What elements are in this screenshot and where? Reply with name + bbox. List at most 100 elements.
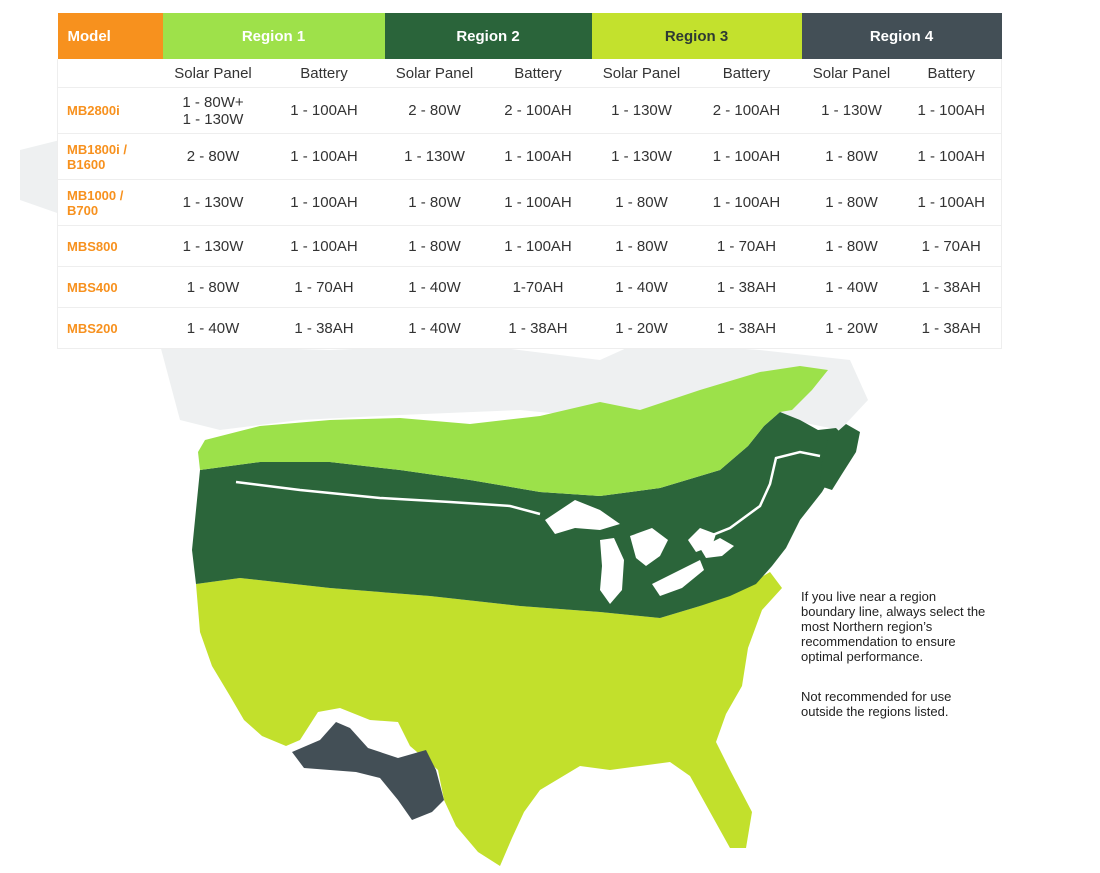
battery-cell: 1 - 100AH: [484, 225, 592, 267]
cell-line: 1-70AH: [512, 278, 564, 296]
table-row: MBS400 1 - 80W 1 - 70AH 1 - 40W 1-70AH 1 - 40…: [57, 266, 1002, 308]
cell-line: 1 - 38AH: [921, 319, 981, 337]
cell-line: 1 - 130W: [611, 102, 672, 119]
cell-line: 1 - 100AH: [290, 194, 358, 211]
solar-panel-cell: 1 - 40W: [384, 307, 485, 349]
model-name-line: MB2800i: [67, 103, 120, 118]
battery-cell: 1 - 100AH: [263, 133, 385, 180]
cell-line: 1 - 100AH: [290, 102, 358, 119]
outside-regions-note: Not recommended for use outside the regi…: [801, 689, 952, 719]
model-name-line: B1600: [67, 156, 106, 172]
cell-line: 1 - 130W: [182, 237, 244, 255]
battery-cell: 2 - 100AH: [484, 87, 592, 134]
table-subheader-row: Solar Panel Battery Solar Panel Battery …: [57, 59, 1002, 88]
cell-line: 1 - 38AH: [508, 319, 568, 337]
subheader-solar-panel: Solar Panel: [162, 59, 264, 88]
cell-line: 1 - 20W: [615, 319, 668, 337]
cell-line: 1 - 40W: [408, 319, 461, 337]
cell-line: 1 - 80W: [408, 237, 461, 255]
solar-panel-cell: 1 - 130W: [162, 225, 264, 267]
battery-cell: 1-70AH: [484, 266, 592, 308]
region-4-header: Region 4: [801, 13, 1002, 59]
cell-line: 1 - 100AH: [504, 237, 572, 255]
map-region-1: [198, 366, 828, 496]
cell-line: 1 - 100AH: [504, 194, 572, 211]
solar-panel-cell: 1 - 80W: [384, 225, 485, 267]
us-canada-border: [235, 450, 821, 542]
model-name-line: MBS800: [67, 238, 118, 254]
map-region-3: [196, 572, 782, 866]
cell-line: 1 - 80W: [825, 194, 878, 211]
model-name: MB1800i / B1600: [57, 133, 163, 180]
cell-line: 1 - 100AH: [917, 148, 986, 165]
cell-line: 1 - 80W: [186, 278, 240, 296]
empty-subheader: [57, 59, 163, 88]
region-2-header: Region 2: [384, 13, 592, 59]
battery-cell: 2 - 100AH: [691, 87, 802, 134]
solar-panel-cell: 1 - 40W: [591, 266, 692, 308]
model-header: Model: [57, 13, 163, 59]
cell-line: 1 - 80W: [615, 194, 668, 211]
battery-cell: 1 - 100AH: [263, 179, 385, 226]
map-island: [820, 424, 860, 490]
model-name-line: MBS400: [67, 279, 118, 295]
subheader-solar-panel: Solar Panel: [591, 59, 692, 88]
battery-cell: 1 - 38AH: [901, 307, 1002, 349]
battery-cell: 1 - 100AH: [484, 179, 592, 226]
table-row: MB1800i / B1600 2 - 80W 1 - 100AH 1 - 130W 1 …: [57, 133, 1002, 180]
solar-panel-cell: 2 - 80W: [384, 87, 485, 134]
cell-line: 1 - 100AH: [504, 148, 572, 165]
solar-panel-cell: 1 - 20W: [591, 307, 692, 349]
region-3-header: Region 3: [591, 13, 802, 59]
boundary-note: If you live near a region boundary line,…: [801, 589, 986, 664]
cell-line: 1 - 38AH: [294, 319, 354, 337]
battery-cell: 1 - 100AH: [691, 133, 802, 180]
cell-line: 1 - 100AH: [712, 194, 781, 211]
cell-line: 1 - 70AH: [921, 237, 981, 255]
battery-cell: 1 - 100AH: [901, 179, 1002, 226]
battery-cell: 1 - 100AH: [263, 87, 385, 134]
cell-line: 1 - 130W: [821, 102, 882, 119]
table-body: MB2800i 1 - 80W+ 1 - 130W 1 - 100AH 2 - 80W 2…: [57, 87, 1002, 349]
solar-panel-cell: 1 - 40W: [162, 307, 264, 349]
cell-line: 1 - 80W: [825, 148, 878, 165]
solar-panel-cell: 1 - 80W: [591, 179, 692, 226]
cell-line: 1 - 40W: [615, 278, 668, 296]
cell-line: 1 - 40W: [186, 319, 240, 337]
cell-line: 1 - 38AH: [921, 278, 981, 296]
cell-line: 1 - 70AH: [294, 278, 354, 296]
model-name-line: B700: [67, 202, 99, 218]
cell-line: 1 - 70AH: [716, 237, 777, 255]
cell-line: 2 - 80W: [408, 102, 461, 119]
cell-line: 1 - 80W: [615, 237, 668, 255]
battery-cell: 1 - 100AH: [901, 87, 1002, 134]
model-name-line: MBS200: [67, 320, 118, 336]
solar-panel-cell: 1 - 80W: [162, 266, 264, 308]
cell-line: 1 - 40W: [825, 278, 878, 296]
great-lakes: [545, 500, 734, 604]
region-1-header: Region 1: [162, 13, 385, 59]
cell-line: 1 - 80W+: [182, 93, 244, 111]
battery-cell: 1 - 38AH: [691, 266, 802, 308]
north-america-land-background: [20, 125, 868, 430]
cell-line: 1 - 40W: [408, 278, 461, 296]
battery-cell: 1 - 38AH: [263, 307, 385, 349]
subheader-solar-panel: Solar Panel: [801, 59, 902, 88]
solar-panel-cell: 1 - 130W: [801, 87, 902, 134]
table-row: MB2800i 1 - 80W+ 1 - 130W 1 - 100AH 2 - 80W 2…: [57, 87, 1002, 134]
solar-panel-cell: 1 - 80W: [384, 179, 485, 226]
battery-recommendation-table: Model Region 1 Region 2 Region 3 Region …: [57, 13, 1002, 349]
model-name-line: MB1000 /: [67, 187, 124, 203]
cell-line: 2 - 80W: [186, 148, 240, 165]
subheader-battery: Battery: [691, 59, 802, 88]
solar-panel-cell: 1 - 80W: [801, 225, 902, 267]
cell-line: 2 - 100AH: [712, 102, 781, 119]
subheader-battery: Battery: [484, 59, 592, 88]
model-name: MBS800: [57, 225, 163, 267]
solar-panel-cell: 1 - 130W: [162, 179, 264, 226]
solar-panel-cell: 1 - 130W: [591, 133, 692, 180]
table-row: MBS200 1 - 40W 1 - 38AH 1 - 40W 1 - 38AH 1 - …: [57, 307, 1002, 349]
battery-cell: 1 - 70AH: [901, 225, 1002, 267]
model-name: MB1000 /B700: [57, 179, 163, 226]
cell-line: 1 - 100AH: [712, 148, 781, 165]
